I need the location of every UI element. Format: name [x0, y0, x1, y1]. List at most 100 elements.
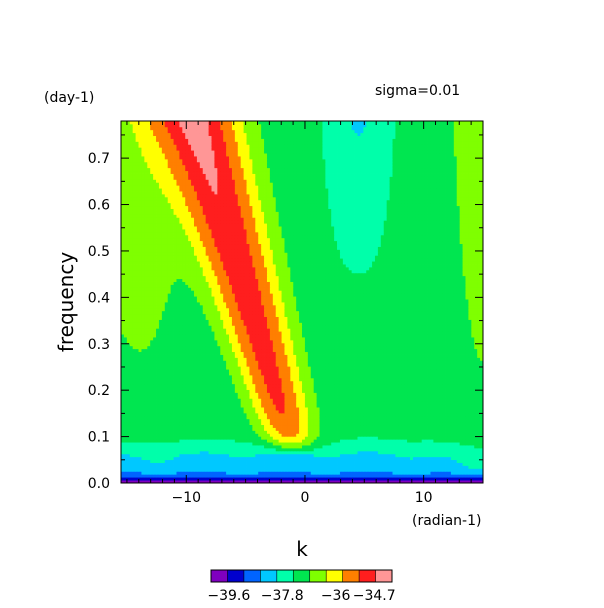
contour-cell: [412, 433, 417, 437]
contour-cell: [123, 453, 128, 458]
contour-cell: [445, 424, 449, 428]
contour-cell: [290, 445, 294, 449]
contour-cell: [132, 386, 136, 390]
contour-cell: [287, 418, 291, 423]
contour-cell: [430, 366, 434, 370]
contour-cell: [395, 389, 399, 393]
contour-cell: [147, 468, 151, 472]
contour-cell: [299, 412, 303, 417]
contour-cell: [290, 383, 294, 388]
contour-cell: [249, 374, 253, 379]
contour-cell: [176, 398, 180, 402]
contour-cell: [249, 392, 253, 396]
contour-cell: [337, 383, 341, 388]
contour-cell: [173, 468, 177, 472]
contour-cell: [164, 480, 169, 484]
contour-cell: [363, 453, 367, 458]
contour-cell: [339, 447, 344, 452]
contour-cell: [372, 421, 376, 426]
contour-cell: [331, 465, 335, 469]
contour-cell: [418, 421, 423, 426]
contour-cell: [453, 401, 458, 405]
contour-cell: [123, 480, 128, 484]
contour-cell: [456, 474, 461, 478]
contour-cell: [462, 453, 466, 458]
contour-cell: [468, 439, 472, 443]
contour-cell: [459, 401, 463, 405]
contour-cell: [158, 480, 163, 484]
contour-cell: [304, 433, 309, 437]
contour-cell: [208, 471, 212, 475]
contour-cell: [211, 366, 215, 370]
contour-cell: [383, 430, 388, 434]
contour-cell: [281, 401, 285, 405]
contour-cell: [442, 383, 446, 388]
contour-cell: [205, 474, 209, 478]
contour-cell: [342, 453, 347, 458]
contour-cell: [234, 404, 239, 408]
contour-cell: [156, 480, 160, 484]
contour-cell: [377, 415, 382, 420]
contour-cell: [430, 410, 434, 414]
contour-cell: [269, 366, 274, 370]
contour-cell: [258, 380, 262, 385]
contour-cell: [334, 439, 338, 443]
contour-cell: [161, 407, 166, 411]
contour-cell: [477, 450, 481, 455]
contour-cell: [237, 427, 242, 431]
contour-cell: [447, 383, 452, 388]
contour-cell: [243, 445, 247, 449]
contour-cell: [447, 401, 452, 405]
contour-cell: [179, 445, 183, 449]
contour-cell: [264, 412, 268, 417]
contour-cell: [176, 412, 180, 417]
contour-cell: [243, 433, 247, 437]
contour-cell: [456, 462, 461, 466]
contour-cell: [357, 377, 361, 382]
contour-cell: [410, 456, 414, 461]
contour-cell: [380, 474, 385, 478]
contour-cell: [193, 401, 198, 405]
contour-cell: [427, 439, 431, 443]
contour-cell: [275, 468, 280, 472]
contour-cell: [430, 418, 434, 423]
contour-cell: [447, 433, 452, 437]
contour-cell: [243, 471, 247, 475]
contour-cell: [302, 468, 306, 472]
contour-cell: [465, 462, 469, 466]
contour-cell: [442, 410, 446, 414]
contour-cell: [374, 401, 379, 405]
contour-cell: [246, 380, 250, 385]
contour-cell: [281, 453, 285, 458]
contour-cell: [272, 395, 277, 399]
contour-cell: [331, 374, 335, 379]
contour-cell: [398, 401, 402, 405]
contour-cell: [302, 436, 306, 440]
contour-cell: [339, 450, 344, 455]
contour-cell: [424, 459, 428, 463]
contour-cell: [439, 433, 443, 437]
contour-cell: [328, 471, 332, 475]
contour-cell: [424, 465, 428, 469]
contour-cell: [345, 415, 350, 420]
contour-cell: [366, 447, 370, 452]
contour-cell: [264, 474, 268, 478]
contour-cell: [386, 418, 390, 423]
contour-cell: [374, 439, 379, 443]
contour-cell: [471, 480, 475, 484]
contour-cell: [173, 480, 177, 484]
contour-cell: [468, 430, 472, 434]
contour-cell: [182, 465, 186, 469]
contour-cell: [272, 412, 277, 417]
contour-cell: [313, 398, 317, 402]
contour-cell: [170, 415, 174, 420]
contour-cell: [255, 456, 259, 461]
contour-cell: [164, 389, 169, 393]
contour-cell: [450, 407, 455, 411]
contour-cell: [208, 447, 212, 452]
contour-cell: [439, 410, 443, 414]
contour-cell: [334, 389, 338, 393]
contour-cell: [156, 453, 160, 458]
contour-cell: [188, 372, 192, 376]
contour-cell: [366, 395, 370, 399]
